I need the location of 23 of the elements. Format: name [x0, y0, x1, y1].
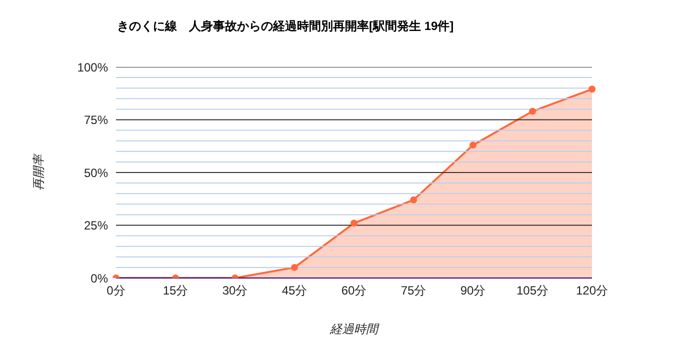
x-tick-label: 30分: [222, 284, 248, 298]
point: [529, 108, 536, 115]
point: [350, 220, 358, 227]
y-tick-label: 75%: [84, 113, 108, 128]
y-tick-label: 50%: [84, 166, 108, 180]
x-tick-label: 60分: [341, 284, 367, 298]
x-tick-label: 105分: [516, 284, 549, 298]
point: [588, 86, 596, 93]
x-tick-label: 15分: [162, 284, 188, 298]
y-tick-label: 25%: [84, 218, 108, 233]
point: [470, 142, 476, 149]
chart-title: きのくに線 人身事故からの経過時間別再開率[駅間発生 19件]: [117, 18, 454, 35]
x-tick-label: 120分: [576, 284, 608, 298]
y-axis-title: 再開率: [31, 152, 46, 190]
x-axis-title: 経過時間: [329, 322, 380, 336]
y-tick-label: 0%: [90, 271, 108, 286]
x-tick-label: 45分: [282, 284, 308, 298]
x-tick-label: 75分: [400, 284, 426, 298]
x-tick-label: 90分: [460, 284, 486, 298]
x-tick-label: 0分: [106, 284, 126, 298]
y-tick-label: 100%: [77, 60, 108, 74]
point: [410, 196, 417, 204]
point: [291, 264, 298, 271]
